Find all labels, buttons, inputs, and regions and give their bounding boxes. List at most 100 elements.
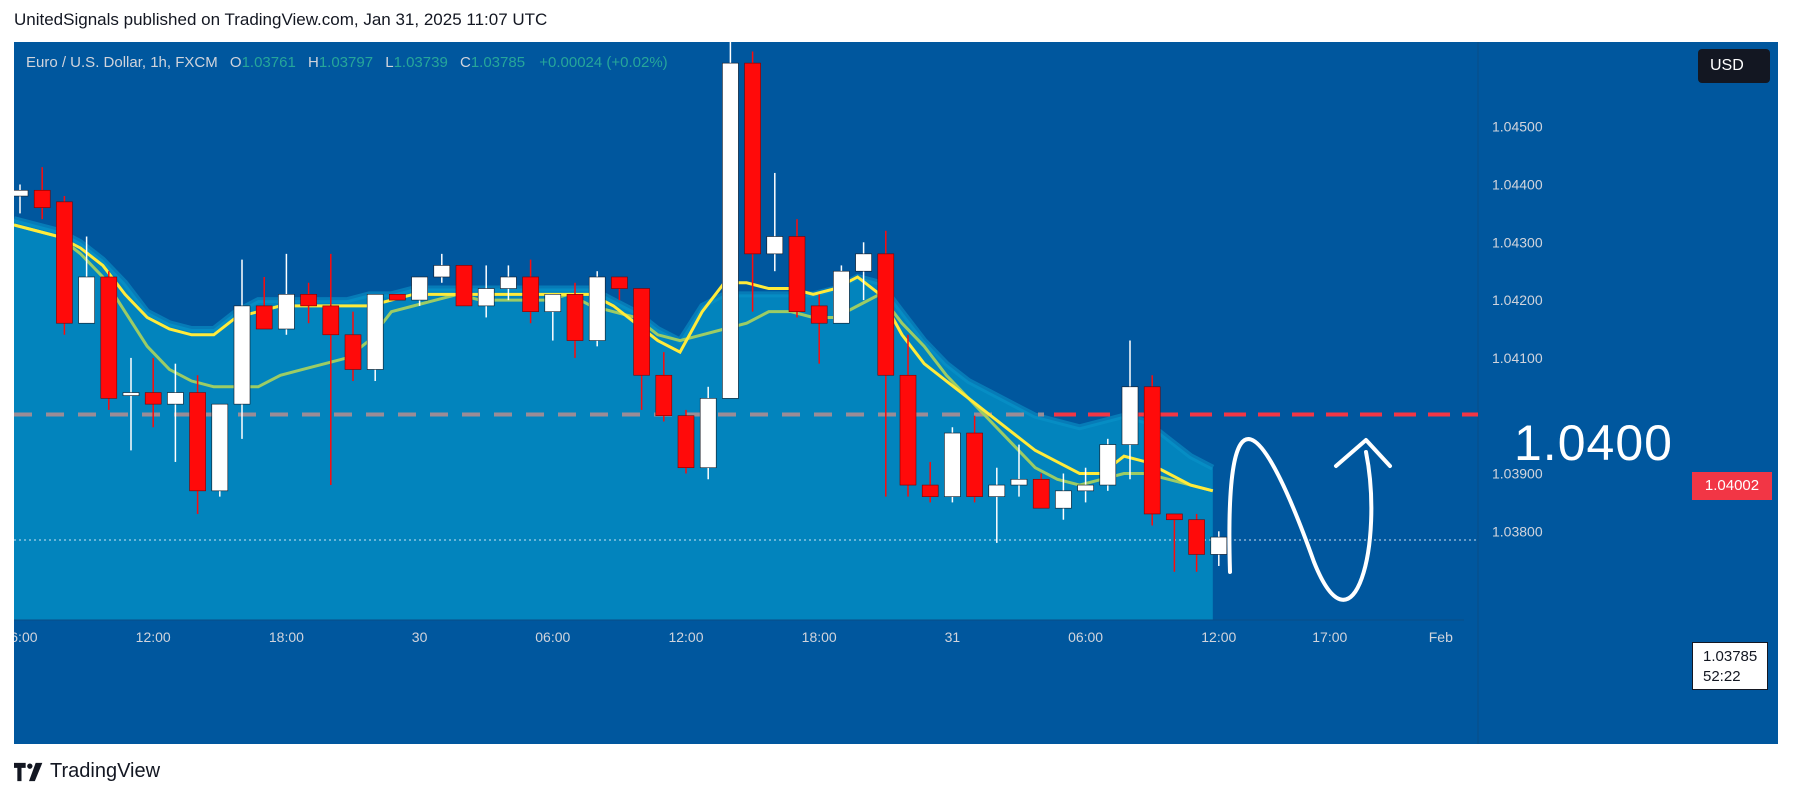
last-price: 1.03785 [1703,648,1758,665]
level-annotation: 1.0400 [1514,415,1673,471]
candle-body [477,288,495,307]
candle-body [300,294,317,307]
close-label: C [459,54,471,71]
candle-body [655,374,673,416]
time-axis-strip [14,620,1464,744]
time-tick-label: 12:00 [668,629,703,645]
chart-area[interactable]: 1.04500 1.04400 1.04300 1.04200 1.04100 1.039… [14,42,1778,744]
candle-body [677,415,695,469]
candle-body [699,398,717,469]
last-price-tag: 1.03785 52:22 [1692,642,1768,690]
candle-body [899,374,917,486]
candle-body [455,265,473,307]
candle-body [877,253,895,376]
candle-body [744,62,761,255]
time-tick-label: 06:00 [535,629,570,645]
candle-body [1099,444,1117,486]
candle-body [255,305,273,330]
candle-body [588,276,606,341]
candle-body [1166,513,1183,521]
time-tick-label: 12:00 [1201,629,1236,645]
price-tick-label: 1.03800 [1492,523,1543,539]
tradingview-logo-icon [14,762,43,781]
close-value: 1.03785 [470,54,526,71]
ma-fast-line [14,223,1214,493]
time-tick-label: 12:00 [136,629,171,645]
candle-body [566,294,584,341]
candle-body [122,392,140,396]
price-tick-label: 1.04200 [1492,292,1543,308]
annotation-arrowhead [1334,438,1392,468]
bar-countdown: 52:22 [1703,668,1741,685]
low-value: 1.03739 [393,54,448,71]
candle-body [1055,490,1072,509]
candle-body [1188,519,1205,555]
open-value: 1.03761 [241,54,296,71]
annotation-curve [1227,437,1374,602]
candle-body [1121,386,1139,445]
open-label: O [229,54,242,71]
price-tick-label: 1.04400 [1492,177,1543,193]
candle-body [633,288,650,376]
ma-area-fill [14,219,1213,620]
ma-slow-line [14,223,1214,493]
symbol-name[interactable]: Euro / U.S. Dollar, 1h, FXCM [26,54,218,71]
candle-body [722,62,739,399]
candle-body [1077,484,1094,492]
candle-body [211,403,229,492]
candle-body [944,432,961,497]
candle-body [167,392,184,405]
candle-body [1143,386,1161,515]
time-tick-label: 18:00 [269,629,304,645]
candle-body [500,276,517,289]
candle-body [344,334,362,370]
candle-body [100,276,118,399]
candle-body [278,294,295,330]
time-tick-label: 17:00 [1312,629,1347,645]
brand-name: TradingView [50,760,161,782]
candle-body [1210,536,1228,555]
time-tick-label: 06:00 [1068,629,1103,645]
candle-body [788,236,806,312]
price-tick-label: 1.04100 [1492,350,1543,366]
publisher-line: UnitedSignals published on TradingView.c… [14,10,548,29]
time-tick-label: 30 [412,629,428,645]
candle-body [810,305,828,324]
candle-body [921,484,939,497]
candle-body [833,270,850,324]
price-chart[interactable]: 1.04500 1.04400 1.04300 1.04200 1.04100 1.039… [14,42,1778,744]
candle-body [78,276,95,324]
candle-body [389,294,406,301]
candle-body [1010,478,1028,486]
time-tick-label: 06:00 [14,629,38,645]
candle-body [544,294,562,312]
candle-body [14,189,29,197]
ma-band-line [14,216,1215,471]
currency-button[interactable]: USD [1698,49,1770,83]
low-label: L [385,54,394,71]
time-tick-label: 31 [945,629,961,645]
candle-body [988,484,1006,497]
candle-body [56,201,73,324]
high-label: H [307,54,319,71]
candle-body [322,305,340,336]
candle-body [522,276,539,312]
footer-brand[interactable]: TradingView [14,760,160,783]
ohlc-legend: Euro / U.S. Dollar, 1h, FXCM O1.03761 H 1… [26,54,668,71]
price-tick-label: 1.03900 [1492,466,1543,482]
time-tick-label: 18:00 [802,629,837,645]
candle-body [766,236,784,255]
candle-body [966,432,983,497]
candle-body [1032,478,1050,509]
candle-body [233,305,251,405]
candle-body [411,276,428,301]
candle-body [611,276,628,289]
price-tick-label: 1.04500 [1492,119,1543,135]
candle-body [366,294,384,370]
candle-body [189,392,206,492]
level-price-tag: 1.04002 [1692,472,1772,500]
candle-body [33,189,51,208]
candle-body [144,392,162,405]
candle-body [855,253,872,272]
price-tick-label: 1.04300 [1492,234,1543,250]
